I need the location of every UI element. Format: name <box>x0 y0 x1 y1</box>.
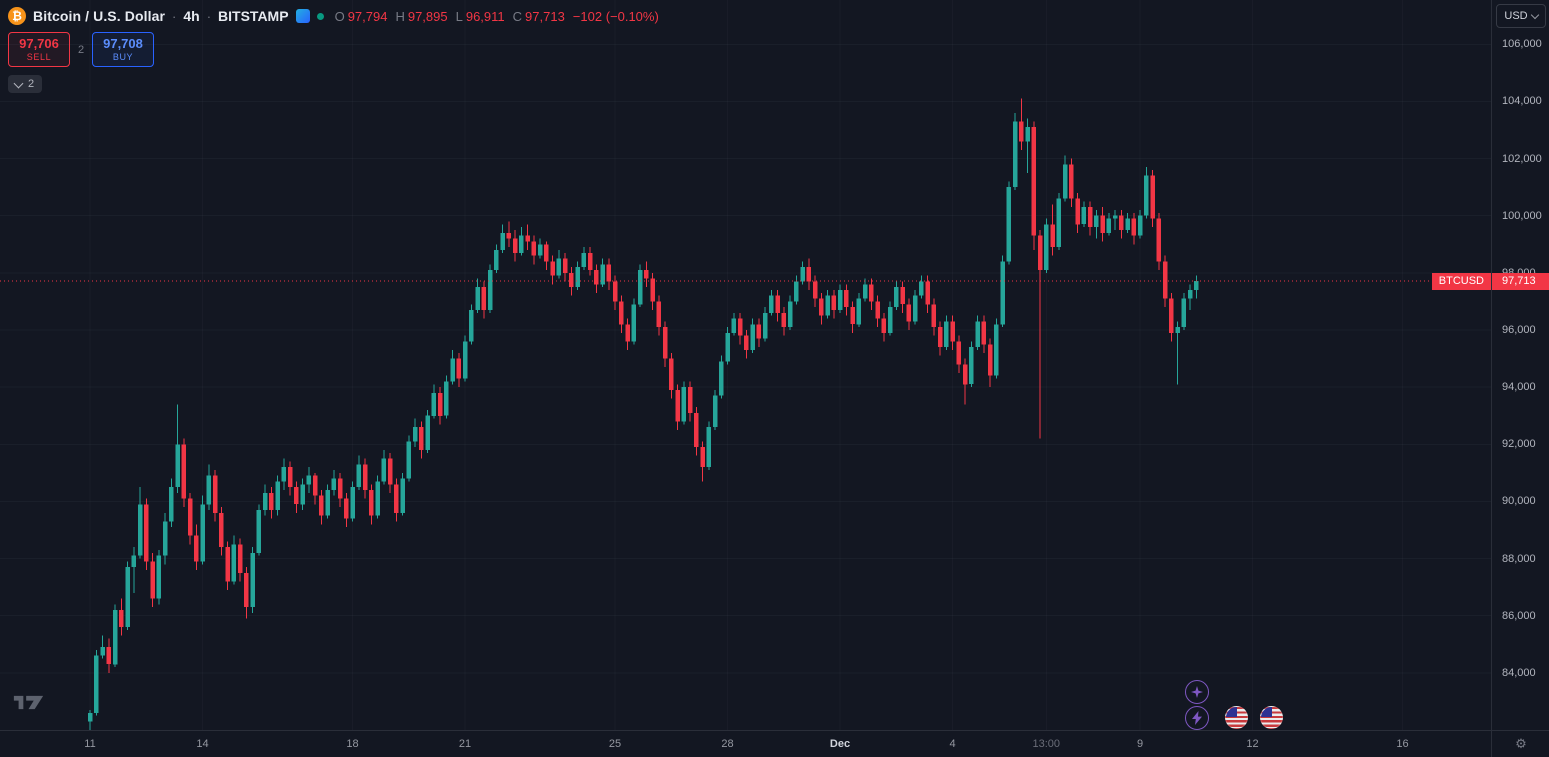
time-axis-label: 21 <box>458 738 472 750</box>
price-line-symbol-tag: BTCUSD <box>1431 272 1491 290</box>
interval-label[interactable]: 4h <box>183 8 200 24</box>
price-axis-label: 100,000 <box>1502 209 1542 222</box>
time-axis[interactable]: 11 14 18 21 25 28 Dec 4 13:00 9 12 16 <box>0 730 1491 757</box>
us-flag-event-icon[interactable] <box>1225 706 1248 729</box>
change-value: −102 (−0.10%) <box>572 8 659 24</box>
flag-canton <box>1261 707 1272 718</box>
price-axis-label: 86,000 <box>1502 609 1536 622</box>
price-axis[interactable]: USD 106,000104,000102,000100,00098,00096… <box>1491 0 1549 730</box>
title-separator: · <box>172 8 177 24</box>
candlestick-chart[interactable] <box>0 0 1491 730</box>
sparkle-icon[interactable] <box>1185 680 1209 704</box>
spread-value: 2 <box>77 43 85 56</box>
price-axis-label: 92,000 <box>1502 438 1536 451</box>
last-price-tag: 97,713 <box>1492 272 1549 290</box>
time-axis-label: 28 <box>721 738 734 750</box>
flag-canton <box>1226 707 1237 718</box>
currency-label: USD <box>1504 10 1528 22</box>
buy-price: 97,708 <box>103 36 143 51</box>
low-label: L <box>455 8 463 24</box>
price-axis-label: 102,000 <box>1502 152 1542 165</box>
close-label: C <box>512 8 523 24</box>
sell-price: 97,706 <box>19 36 59 51</box>
price-axis-label: 88,000 <box>1502 552 1536 565</box>
time-axis-label: 12 <box>1246 738 1259 750</box>
low-value: 96,911 <box>465 8 505 24</box>
drawings-count: 2 <box>28 78 35 90</box>
bitcoin-icon: ₿ <box>8 7 26 25</box>
price-axis-label: 96,000 <box>1502 324 1536 336</box>
time-axis-label: 14 <box>196 738 209 750</box>
lightning-icon[interactable] <box>1185 706 1209 730</box>
tradingview-logo[interactable] <box>12 692 46 718</box>
price-axis-label: 90,000 <box>1502 495 1536 508</box>
chevron-down-icon <box>13 78 24 88</box>
chart-pane: ₿ Bitcoin / U.S. Dollar · 4h · BITSTAMP … <box>0 0 1491 730</box>
title-separator: · <box>206 8 212 24</box>
time-axis-label: 18 <box>346 738 359 750</box>
symbol-title[interactable]: Bitcoin / U.S. Dollar <box>33 8 166 24</box>
time-axis-label: Dec <box>829 738 851 750</box>
time-axis-label: 13:00 <box>1032 738 1061 750</box>
price-axis-label: 104,000 <box>1502 95 1542 108</box>
price-axis-label: 84,000 <box>1502 666 1536 679</box>
buy-button[interactable]: 97,708 BUY <box>92 32 154 67</box>
exchange-logo-icon <box>295 9 310 23</box>
open-label: O <box>334 8 345 24</box>
chevron-down-icon <box>1530 10 1539 20</box>
axis-corner: ⚙ <box>1491 730 1549 757</box>
time-axis-label: 16 <box>1396 738 1409 750</box>
price-axis-label: 94,000 <box>1502 381 1536 394</box>
time-axis-label: 25 <box>608 738 622 750</box>
high-value: 97,895 <box>407 8 448 24</box>
trade-panel: 97,706 SELL 2 97,708 BUY <box>8 32 154 67</box>
settings-icon[interactable]: ⚙ <box>1515 737 1527 752</box>
exchange-label: BITSTAMP <box>218 8 289 24</box>
price-axis-label: 106,000 <box>1502 38 1542 51</box>
high-label: H <box>395 8 405 24</box>
open-value: 97,794 <box>347 8 388 24</box>
close-value: 97,713 <box>525 8 565 24</box>
time-axis-label: 11 <box>84 738 96 750</box>
symbol-legend: ₿ Bitcoin / U.S. Dollar · 4h · BITSTAMP … <box>8 7 659 25</box>
sell-label: SELL <box>26 52 52 62</box>
time-axis-label: 9 <box>1136 738 1144 750</box>
currency-dropdown[interactable]: USD <box>1496 4 1546 28</box>
collapsed-drawings-pill[interactable]: 2 <box>8 75 43 93</box>
us-flag-event-icon[interactable] <box>1260 706 1283 729</box>
ohlc-values: O 97,794 H 97,895 L 96,911 C 97,713 −102 (−0… <box>335 9 659 24</box>
buy-label: BUY <box>112 52 134 62</box>
sell-button[interactable]: 97,706 SELL <box>8 32 70 67</box>
market-status-icon[interactable] <box>316 12 324 20</box>
time-axis-label: 4 <box>949 738 956 750</box>
